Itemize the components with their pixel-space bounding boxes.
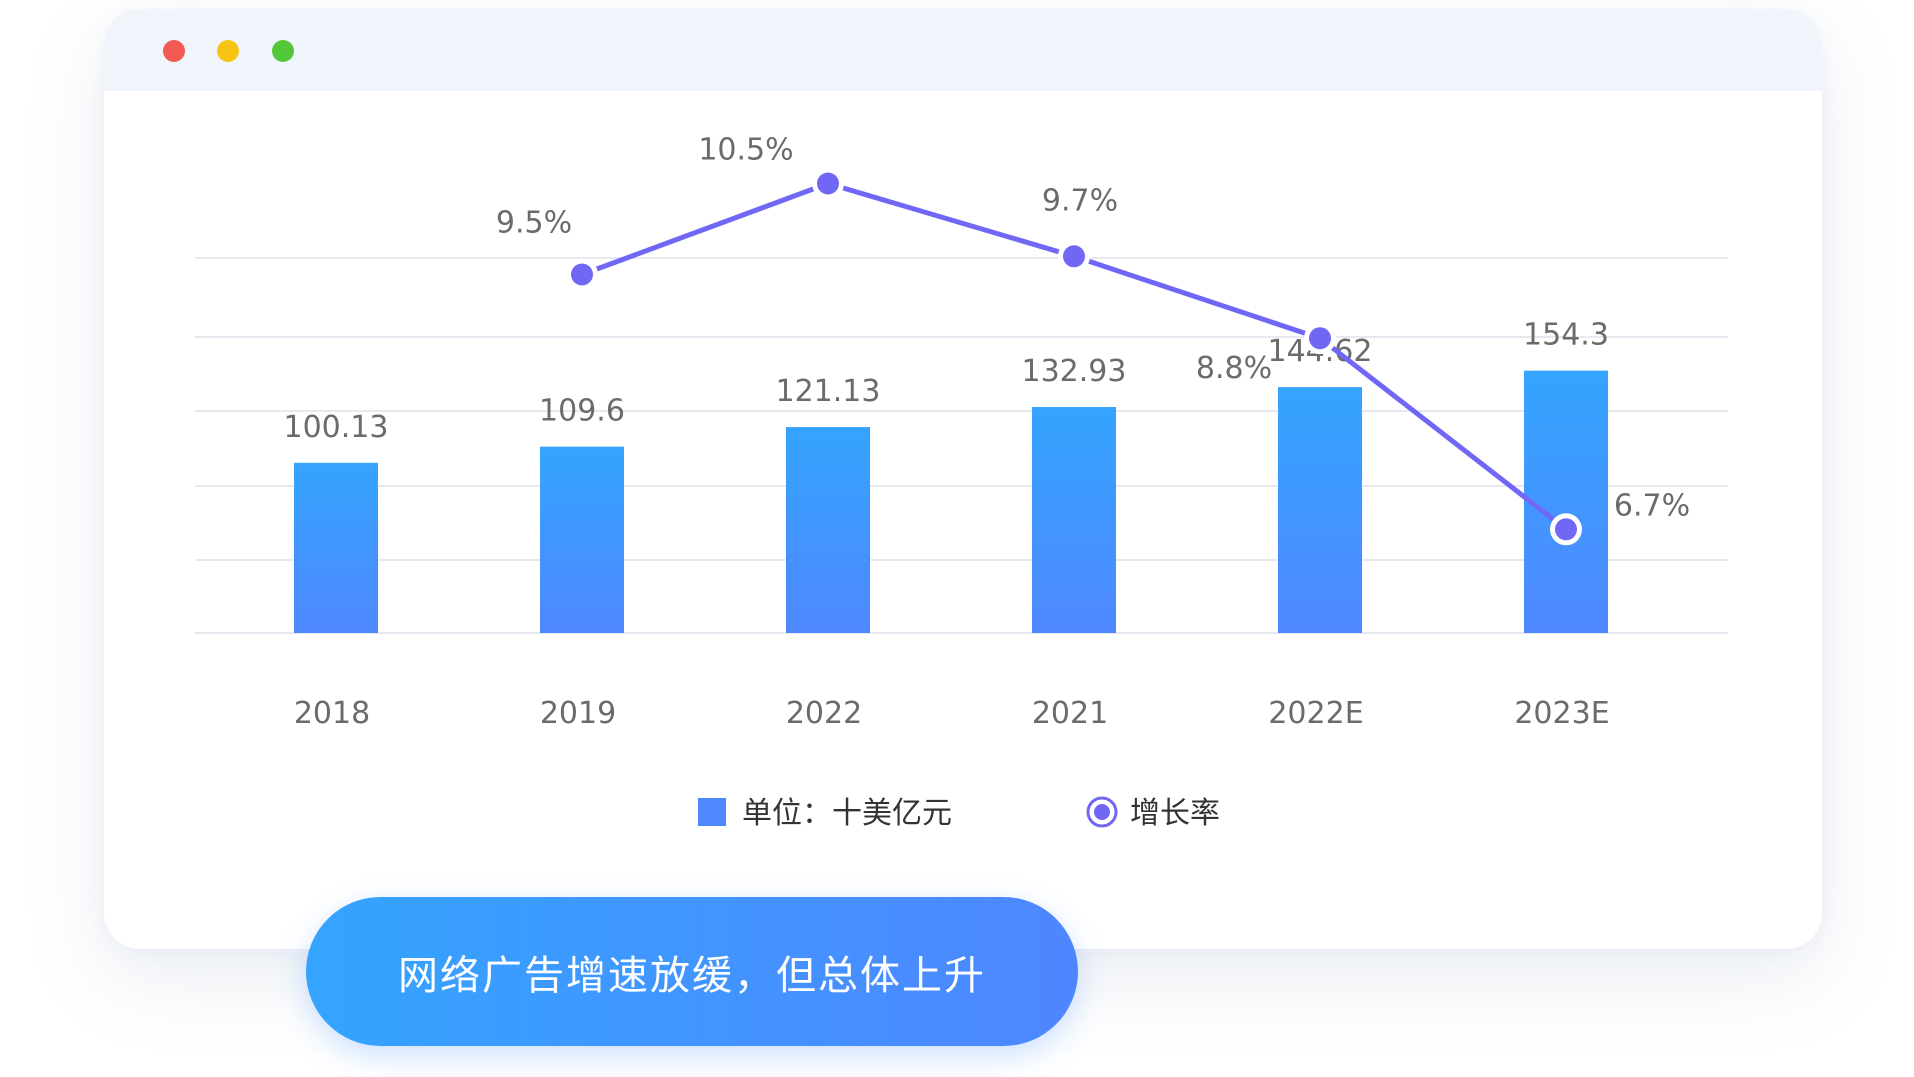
bar — [294, 462, 378, 633]
bar — [786, 427, 870, 633]
bar — [1524, 370, 1608, 633]
legend-line-label: 增长率 — [1130, 796, 1220, 831]
x-tick-label: 2023E — [1514, 696, 1609, 731]
bar — [1032, 407, 1116, 633]
bar-value-label: 154.3 — [1523, 318, 1609, 353]
line-value-label: 9.7% — [1042, 183, 1118, 218]
line-point — [1309, 327, 1331, 350]
bar-value-label: 109.6 — [539, 394, 625, 429]
line-point — [571, 263, 593, 286]
line-value-labels: 9.5% 10.5% 9.7% 8.8% 6.7% — [496, 133, 1690, 524]
chart-legend: 单位：十美亿元 增长率 — [698, 796, 1220, 831]
x-tick-label: 2021 — [1032, 696, 1108, 731]
line-point — [817, 172, 839, 195]
line-point — [1063, 245, 1085, 268]
bar-value-label: 121.13 — [776, 374, 881, 409]
line-point — [1555, 518, 1577, 541]
legend-bar-label: 单位：十美亿元 — [742, 796, 952, 831]
bar-series — [294, 370, 1608, 633]
x-tick-label: 2022 — [786, 696, 862, 731]
line-series — [566, 167, 1582, 546]
legend-line-marker-inner — [1094, 804, 1110, 820]
bar — [540, 446, 624, 633]
legend-bar-swatch — [698, 798, 726, 826]
line-value-label: 6.7% — [1614, 488, 1690, 523]
maximize-window-button[interactable] — [272, 40, 294, 62]
bar-value-label: 132.93 — [1022, 354, 1127, 389]
x-tick-label: 2022E — [1268, 696, 1363, 731]
line-value-label: 9.5% — [496, 206, 572, 241]
bar — [1278, 387, 1362, 633]
banner-text: 网络广告增速放缓，但总体上升 — [398, 952, 986, 999]
summary-banner: 网络广告增速放缓，但总体上升 — [306, 897, 1078, 1046]
line-value-label: 8.8% — [1196, 351, 1272, 386]
close-window-button[interactable] — [163, 40, 185, 62]
x-axis-ticks: 2018 2019 2022 2021 2022E 2023E — [294, 696, 1610, 731]
x-tick-label: 2018 — [294, 696, 370, 731]
minimize-window-button[interactable] — [217, 40, 239, 62]
grid-lines — [195, 257, 1728, 634]
x-tick-label: 2019 — [540, 696, 616, 731]
bar-value-label: 100.13 — [284, 410, 389, 445]
line-value-label: 10.5% — [698, 133, 793, 168]
window-titlebar — [104, 9, 1822, 91]
